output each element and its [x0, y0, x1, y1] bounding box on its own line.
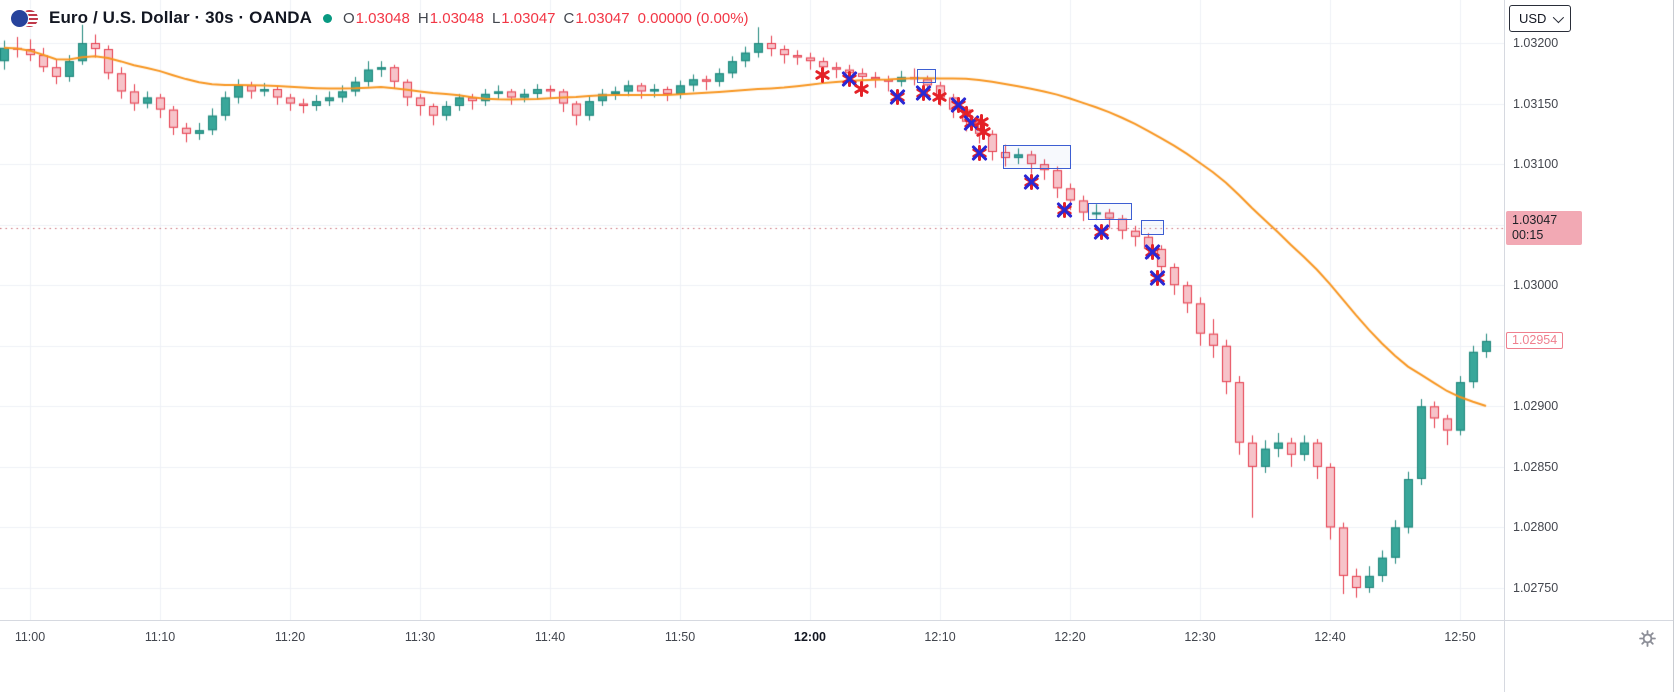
price-tick-label: 1.03200: [1513, 36, 1559, 50]
price-tick-label: 1.02750: [1513, 581, 1559, 595]
time-axis-separator: [0, 620, 1674, 621]
countdown-price: 1.03047: [1512, 213, 1558, 228]
time-label: 12:00: [794, 630, 826, 644]
price-tick-label: 1.03100: [1513, 157, 1559, 172]
ohlc-values: O 1.03048 H 1.03048 L 1.03047 C 1.03047 0.00…: [343, 10, 749, 27]
chart-annotations-layer: [814, 67, 1166, 288]
blue-x-icon: [1143, 242, 1161, 262]
red-asterisk-icon: [975, 124, 991, 140]
red-asterisk-icon: [853, 81, 869, 97]
red-asterisk-icon: [931, 89, 947, 105]
open-label: O: [342, 9, 355, 27]
time-label: 11:00: [14, 630, 46, 644]
candlestick-chart-canvas[interactable]: [0, 0, 1504, 620]
time-label: 11:20: [274, 630, 306, 644]
consolidation-box[interactable]: [1141, 220, 1164, 235]
symbol-title[interactable]: Euro / U.S. Dollar · 30s · OANDA: [49, 8, 312, 27]
red-asterisk-icon: [814, 67, 830, 83]
high-label: H: [417, 9, 429, 27]
blue-x-icon: [888, 87, 906, 107]
chart-legend[interactable]: Euro / U.S. Dollar · 30s · OANDA O 1.0304…: [10, 8, 749, 28]
blue-x-icon: [1148, 268, 1166, 288]
blue-x-icon: [1022, 172, 1040, 192]
low-value: 1.03047: [501, 9, 556, 27]
countdown-price-label: 1.03047 00:15: [1506, 211, 1582, 246]
time-label: 11:30: [404, 630, 436, 644]
price-axis-separator: [1504, 0, 1505, 692]
close-label: C: [563, 9, 575, 27]
symbol-logo-icon: [10, 8, 40, 28]
currency-label: USD: [1519, 11, 1547, 26]
market-status-dot: [322, 13, 332, 23]
price-tick-label: 1.03000: [1513, 278, 1559, 293]
price-tick-label: 1.02800: [1513, 520, 1559, 535]
time-label: 11:10: [144, 630, 176, 644]
blue-x-icon: [914, 83, 932, 103]
chevron-down-icon: [1553, 11, 1565, 23]
countdown-timer: 00:15: [1512, 228, 1544, 243]
red-asterisk-icon: [973, 114, 989, 130]
time-label: 11:40: [534, 630, 566, 644]
time-label: 12:40: [1314, 630, 1346, 644]
close-value: 1.03047: [575, 9, 630, 27]
last-price-label: 1.02954: [1506, 331, 1564, 349]
consolidation-box[interactable]: [1003, 145, 1071, 169]
low-label: L: [491, 9, 501, 27]
time-axis[interactable]: 11:00 11:10 11:20 11:30 11:40 11:50 12:00 12:10…: [0, 621, 1504, 692]
price-tick-label: 1.03150: [1513, 96, 1559, 111]
time-label: 12:20: [1054, 630, 1086, 644]
open-value: 1.03048: [355, 9, 410, 27]
change-value: 0.00000 (0.00%): [637, 9, 749, 27]
price-tick-label: 1.02900: [1513, 399, 1559, 414]
time-label: 12:10: [924, 630, 956, 644]
settings-gear-icon[interactable]: [1639, 630, 1656, 652]
blue-x-icon: [970, 143, 988, 163]
price-tick-label: 1.02850: [1513, 459, 1559, 474]
blue-x-icon: [1055, 200, 1073, 220]
red-asterisk-icon: [958, 106, 974, 122]
high-value: 1.03048: [429, 9, 484, 27]
price-axis[interactable]: USD 1.03200 1.03150 1.03100 1.03000 1.02900 1…: [1505, 0, 1674, 692]
time-label: 11:50: [664, 630, 696, 644]
consolidation-box[interactable]: [917, 69, 936, 83]
blue-x-icon: [1092, 222, 1110, 242]
consolidation-box[interactable]: [1088, 203, 1132, 220]
time-label: 12:50: [1444, 630, 1476, 644]
currency-dropdown[interactable]: USD: [1509, 5, 1572, 32]
time-label: 12:30: [1184, 630, 1216, 644]
